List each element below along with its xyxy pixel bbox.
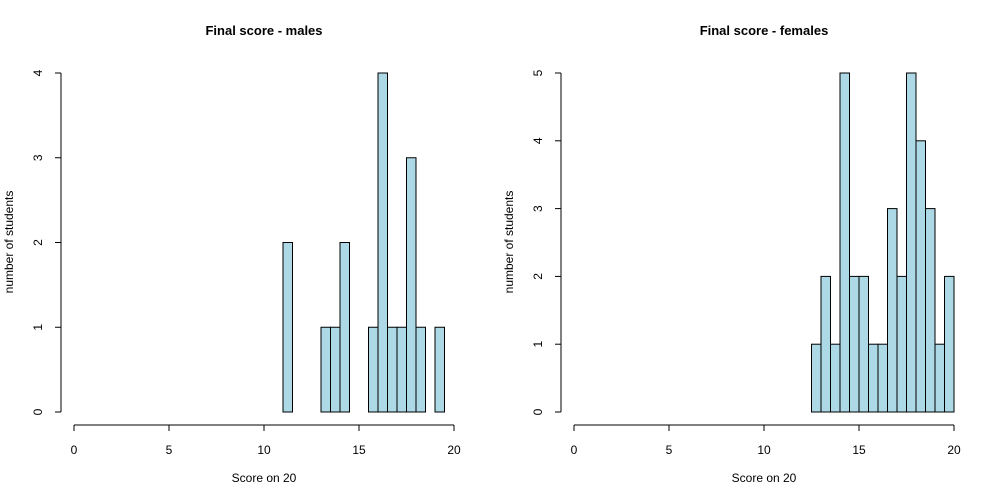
chart-title-males: Final score - males [205, 23, 322, 38]
bar-males-16 [434, 326, 445, 413]
y-axis-males: 0 1 2 3 4 [31, 69, 62, 415]
x-tick-label-males-3: 15 [352, 443, 366, 457]
x-tick-label-males-2: 10 [257, 443, 271, 457]
bars-males [282, 72, 445, 413]
x-tick-label-females-3: 15 [852, 443, 866, 457]
chart-females: Final score - females Score on 20 number… [502, 23, 961, 485]
bar-males-11 [387, 326, 398, 413]
x-axis-label-males: Score on 20 [232, 471, 297, 485]
bar-females-4 [849, 275, 860, 413]
bar-females-7 [877, 343, 888, 413]
bar-females-10 [906, 72, 917, 413]
x-tick-label-males-1: 5 [166, 443, 173, 457]
x-axis-label-females: Score on 20 [732, 471, 797, 485]
y-tick-label-females-1: 1 [531, 341, 545, 348]
x-tick-label-females-2: 10 [757, 443, 771, 457]
y-tick-label-males-3: 3 [31, 154, 45, 161]
x-axis-females: 0 5 10 15 20 [571, 424, 961, 457]
bar-males-0 [282, 242, 293, 413]
bar-females-14 [944, 275, 955, 413]
bar-females-6 [868, 343, 879, 413]
bar-females-5 [858, 275, 869, 413]
bar-females-12 [925, 208, 936, 413]
bar-females-8 [887, 208, 898, 413]
bar-females-9 [896, 275, 907, 413]
chart-males: Final score - males Score on 20 number o… [2, 23, 461, 485]
bar-males-12 [396, 326, 407, 413]
y-axis-females: 0 1 2 3 4 5 [531, 69, 562, 415]
y-tick-label-males-0: 0 [31, 408, 45, 415]
bar-females-13 [934, 343, 945, 413]
x-tick-label-females-1: 5 [666, 443, 673, 457]
bar-females-2 [830, 343, 841, 413]
x-tick-label-females-4: 20 [947, 443, 961, 457]
bar-females-0 [811, 343, 822, 413]
bar-males-9 [368, 326, 379, 413]
x-axis-males: 0 5 10 15 20 [71, 424, 461, 457]
bar-females-11 [915, 140, 926, 413]
y-tick-label-females-4: 4 [531, 137, 545, 144]
y-tick-label-females-2: 2 [531, 273, 545, 280]
bar-males-6 [339, 242, 350, 413]
bar-males-10 [377, 72, 388, 413]
bar-males-14 [415, 326, 426, 413]
bar-males-5 [330, 326, 341, 413]
y-tick-label-males-4: 4 [31, 69, 45, 76]
y-tick-label-males-2: 2 [31, 239, 45, 246]
y-tick-label-males-1: 1 [31, 324, 45, 331]
y-tick-label-females-3: 3 [531, 205, 545, 212]
bar-females-1 [820, 275, 831, 413]
y-tick-label-females-5: 5 [531, 69, 545, 76]
chart-title-females: Final score - females [700, 23, 829, 38]
bar-males-4 [320, 326, 331, 413]
bars-females [811, 72, 955, 413]
bar-females-3 [839, 72, 850, 413]
y-tick-label-females-0: 0 [531, 408, 545, 415]
x-tick-label-males-0: 0 [71, 443, 78, 457]
y-axis-label-females: number of students [502, 191, 516, 294]
bar-males-13 [406, 157, 417, 413]
x-tick-label-females-0: 0 [571, 443, 578, 457]
y-axis-label-males: number of students [2, 191, 16, 294]
x-tick-label-males-4: 20 [447, 443, 461, 457]
